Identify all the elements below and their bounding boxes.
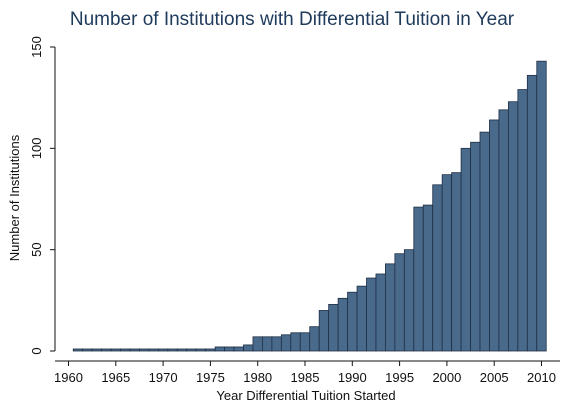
bar-1991 (356, 285, 367, 352)
x-tick-label-2005: 2005 (480, 370, 509, 385)
bar-2006 (498, 109, 509, 352)
bar-1963 (91, 348, 103, 352)
bar-1983 (280, 334, 292, 352)
x-tick-label-1965: 1965 (101, 370, 130, 385)
bar-2002 (460, 147, 471, 352)
x-axis-label: Year Differential Tuition Started (216, 388, 395, 403)
y-axis-label: Number of Institutions (7, 134, 22, 261)
bar-1982 (271, 336, 282, 352)
bar-1969 (148, 348, 159, 352)
bar-1987 (318, 310, 330, 352)
x-tick-label-1995: 1995 (385, 370, 414, 385)
bar-1976 (214, 346, 225, 352)
bar-1961 (72, 348, 84, 352)
bar-1986 (309, 326, 320, 352)
y-tick-label-100: 100 (29, 137, 44, 159)
x-tick-label-1985: 1985 (291, 370, 320, 385)
bar-1964 (101, 348, 112, 352)
bar-1965 (110, 348, 121, 352)
bar-2004 (479, 131, 490, 352)
x-tick-label-2010: 2010 (527, 370, 556, 385)
y-tick-label-150: 150 (29, 36, 44, 58)
bar-1972 (176, 348, 188, 352)
bars-group (72, 60, 547, 352)
bar-2003 (470, 141, 481, 352)
bar-1999 (432, 184, 443, 352)
bar-1997 (413, 206, 424, 352)
x-tick-label-1970: 1970 (149, 370, 178, 385)
bar-2005 (489, 119, 500, 352)
bar-1973 (186, 348, 197, 352)
bar-1974 (195, 348, 207, 352)
bar-1962 (82, 348, 93, 352)
bar-1966 (120, 348, 131, 352)
bar-1975 (205, 348, 216, 352)
bar-1988 (328, 303, 339, 352)
bar-1977 (224, 346, 235, 352)
y-ticks-group: 0 50 100 150 (29, 36, 55, 355)
bar-1996 (403, 249, 415, 352)
bar-1985 (299, 332, 311, 352)
x-tick-label-1960: 1960 (54, 370, 83, 385)
bar-1979 (243, 344, 254, 352)
bar-1998 (422, 204, 434, 352)
chart-title: Number of Institutions with Differential… (70, 9, 515, 30)
bar-1992 (366, 277, 377, 352)
bar-1967 (129, 348, 140, 352)
bar-1980 (252, 336, 263, 352)
bar-2000 (441, 174, 453, 352)
bar-1978 (233, 346, 244, 352)
y-tick-label-50: 50 (29, 242, 44, 256)
bar-2001 (451, 172, 462, 352)
bar-1984 (290, 332, 301, 352)
x-tick-label-2000: 2000 (432, 370, 461, 385)
bar-1994 (385, 263, 396, 352)
bar-2007 (507, 101, 519, 352)
bar-1989 (337, 297, 348, 352)
bar-1993 (375, 273, 386, 352)
bar-1995 (394, 253, 405, 352)
y-tick-label-0: 0 (29, 347, 44, 354)
x-tick-label-1975: 1975 (196, 370, 225, 385)
bar-1968 (139, 348, 150, 352)
x-tick-label-1980: 1980 (243, 370, 272, 385)
bar-2010 (536, 60, 547, 352)
bar-2008 (517, 89, 528, 352)
x-ticks-group: 1960 1965 1970 1975 1980 1985 1990 1995 2000 2005… (54, 361, 556, 385)
bar-1981 (262, 336, 273, 352)
x-tick-label-1990: 1990 (338, 370, 367, 385)
bar-1971 (167, 348, 178, 352)
bar-1970 (157, 348, 169, 352)
bar-2009 (526, 74, 538, 352)
bar-1990 (347, 291, 358, 352)
